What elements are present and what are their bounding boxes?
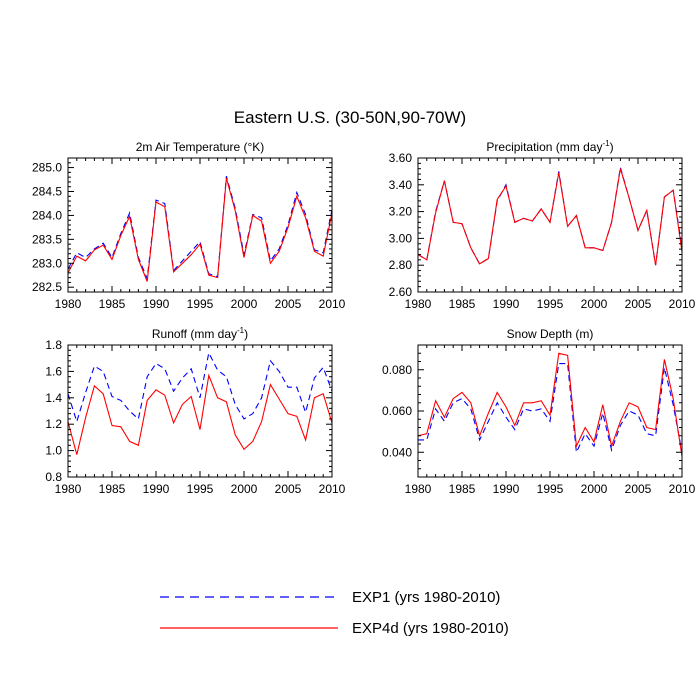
y-tick-label: 1.0 (45, 444, 62, 458)
x-tick-label: 1985 (99, 297, 126, 311)
x-tick-label: 1990 (493, 482, 520, 496)
x-tick-label: 1980 (55, 482, 82, 496)
series-exp1-line (67, 176, 333, 281)
y-tick-label: 282.5 (32, 280, 62, 294)
legend-exp4d-label: EXP4d (yrs 1980-2010) (352, 620, 509, 637)
y-tick-label: 284.0 (32, 208, 62, 222)
plot-frame (417, 157, 683, 293)
y-tick-label: 3.60 (389, 151, 413, 165)
panel-snow-depth: Snow Depth (m) 1980 1985 1990 1995 2000 2005 20… (382, 327, 696, 496)
series-exp1-line (417, 167, 683, 266)
plot-frame (417, 344, 683, 478)
panel-air-temperature: 2m Air Temperature (°K) 1980 1985 1990 1995 2… (32, 140, 346, 311)
x-tick-label: 1995 (187, 482, 214, 496)
y-tick-label: 1.6 (45, 364, 62, 378)
y-tick-label: 285.0 (32, 161, 62, 175)
x-tick-label: 2000 (231, 297, 258, 311)
x-tick-label: 1985 (449, 297, 476, 311)
x-tick-label: 1980 (405, 297, 432, 311)
x-tick-label: 2000 (581, 482, 608, 496)
y-tick-label: 283.5 (32, 232, 62, 246)
x-tick-label: 1990 (493, 297, 520, 311)
panel-runoff: Runoff (mm day-1) 1980 1985 1990 1995 2000 200… (45, 326, 345, 496)
x-tick-label: 1995 (187, 297, 214, 311)
y-tick-label: 3.40 (389, 178, 413, 192)
x-tick-label: 2010 (319, 297, 346, 311)
y-tick-label: 1.8 (45, 338, 62, 352)
x-tick-label: 1985 (449, 482, 476, 496)
x-tick-label: 2005 (625, 482, 652, 496)
x-tick-label: 2000 (231, 482, 258, 496)
plot-frame (67, 157, 333, 293)
series-exp4d-line (67, 373, 333, 455)
series-exp4d-line (67, 177, 333, 282)
panel-title: Snow Depth (m) (507, 327, 594, 341)
x-tick-label: 1995 (537, 297, 564, 311)
y-tick-label: 2.80 (389, 258, 413, 272)
figure-title: Eastern U.S. (30-50N,90-70W) (234, 108, 466, 127)
x-tick-label: 2005 (275, 482, 302, 496)
panel-precipitation: Precipitation (mm day-1) 1980 1985 1990 1995… (389, 139, 696, 311)
x-tick-label: 1980 (55, 297, 82, 311)
y-tick-label: 1.2 (45, 417, 62, 431)
y-tick-label: 284.5 (32, 185, 62, 199)
y-tick-label: 283.0 (32, 256, 62, 270)
x-tick-label: 1990 (143, 482, 170, 496)
x-tick-label: 2000 (581, 297, 608, 311)
panel-title: Precipitation (mm day-1) (486, 139, 613, 154)
x-tick-label: 2005 (275, 297, 302, 311)
x-tick-label: 2010 (669, 297, 696, 311)
x-tick-label: 1985 (99, 482, 126, 496)
series-exp4d-line (417, 352, 683, 457)
x-tick-label: 1980 (405, 482, 432, 496)
series-exp4d-line (417, 168, 683, 266)
y-tick-label: 2.60 (389, 285, 413, 299)
x-tick-label: 1995 (537, 482, 564, 496)
x-tick-label: 2005 (625, 297, 652, 311)
series-exp1-line (67, 351, 333, 424)
y-tick-label: 0.060 (382, 404, 412, 418)
y-tick-label: 1.4 (45, 391, 62, 405)
x-tick-label: 2010 (319, 482, 346, 496)
legend-exp1-label: EXP1 (yrs 1980-2010) (352, 589, 500, 606)
legend: EXP1 (yrs 1980-2010) EXP4d (yrs 1980-201… (160, 589, 509, 637)
series-exp1-line (418, 363, 683, 455)
y-tick-label: 0.040 (382, 445, 412, 459)
y-tick-label: 3.00 (389, 231, 413, 245)
x-tick-label: 1990 (143, 297, 170, 311)
panel-title: Runoff (mm day-1) (152, 326, 248, 341)
panel-title: 2m Air Temperature (°K) (136, 140, 265, 154)
x-tick-label: 2010 (669, 482, 696, 496)
y-tick-label: 3.20 (389, 205, 413, 219)
y-tick-label: 0.8 (45, 470, 62, 484)
y-tick-label: 0.080 (382, 363, 412, 377)
